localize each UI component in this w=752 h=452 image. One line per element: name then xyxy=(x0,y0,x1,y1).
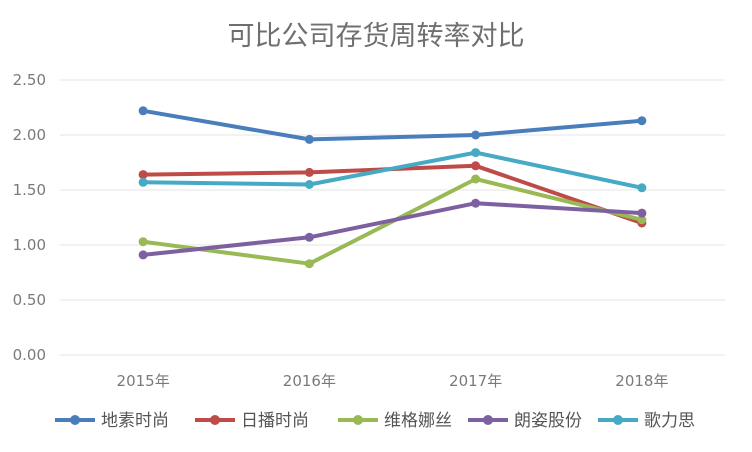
y-tick-label: 2.00 xyxy=(13,126,46,144)
series-line xyxy=(141,150,644,190)
data-point xyxy=(471,130,481,140)
data-point xyxy=(138,237,148,247)
data-point xyxy=(304,167,314,177)
y-tick-label: 1.50 xyxy=(13,181,46,199)
data-point xyxy=(304,180,314,189)
series-line xyxy=(141,201,644,257)
y-tick-label: 1.00 xyxy=(13,236,46,254)
y-tick-label: 2.50 xyxy=(13,71,46,89)
data-point xyxy=(304,232,314,242)
data-point xyxy=(471,198,481,208)
series-4 xyxy=(138,198,647,260)
legend-label: 歌力思 xyxy=(644,411,695,431)
x-tick-label: 2018年 xyxy=(615,372,668,390)
legend-label: 朗姿股份 xyxy=(514,411,582,431)
data-point xyxy=(637,116,647,126)
data-point xyxy=(637,215,647,225)
x-tick-label: 2017年 xyxy=(449,372,502,390)
y-tick-label: 0.50 xyxy=(13,291,46,309)
data-point xyxy=(637,208,647,218)
data-point xyxy=(471,174,481,184)
y-tick-label: 0.00 xyxy=(13,346,46,364)
legend-label: 地素时尚 xyxy=(101,411,169,431)
data-point xyxy=(304,259,314,269)
legend-marker xyxy=(613,415,623,425)
data-point xyxy=(304,134,314,144)
legend-item: 朗姿股份 xyxy=(468,411,582,431)
legend-item: 歌力思 xyxy=(598,411,695,431)
legend-marker xyxy=(70,415,80,425)
data-point xyxy=(471,161,481,171)
legend-marker xyxy=(210,415,220,425)
x-tick-label: 2016年 xyxy=(283,372,336,390)
series-1 xyxy=(138,106,647,144)
chart-title: 可比公司存货周转率对比 xyxy=(228,21,525,52)
legend-label: 维格娜丝 xyxy=(384,411,452,431)
series-line xyxy=(141,108,644,142)
data-point xyxy=(138,177,148,187)
legend-item: 日播时尚 xyxy=(195,411,309,431)
series-5 xyxy=(138,148,647,193)
data-point xyxy=(138,106,148,116)
legend-item: 维格娜丝 xyxy=(338,411,452,431)
x-tick-label: 2015年 xyxy=(117,372,170,390)
data-point xyxy=(471,148,481,158)
series-line xyxy=(141,163,644,225)
data-point xyxy=(138,250,148,260)
legend-item: 地素时尚 xyxy=(55,411,169,431)
legend-marker xyxy=(353,415,363,425)
legend-marker xyxy=(483,415,493,425)
data-point xyxy=(637,183,647,193)
data-point xyxy=(138,170,148,180)
legend-label: 日播时尚 xyxy=(241,411,309,431)
